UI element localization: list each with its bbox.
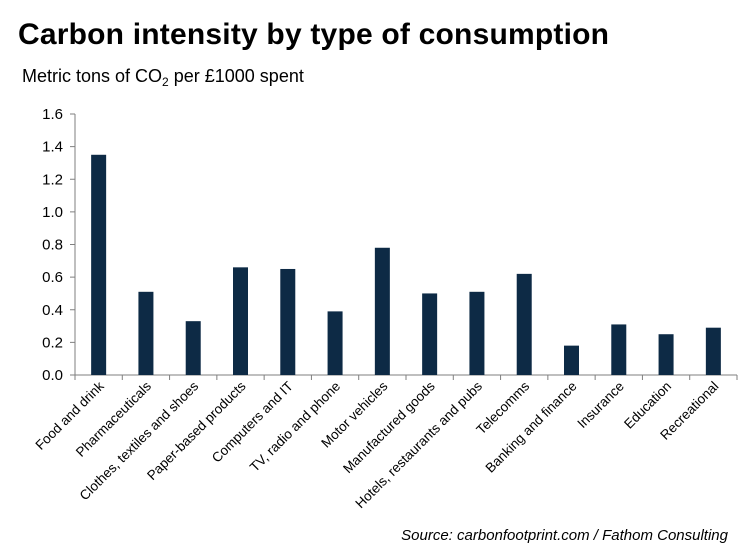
bar-9 — [469, 291, 485, 375]
x-tick-label: Banking and finance — [483, 379, 580, 476]
bar-13 — [658, 334, 674, 375]
bar-12 — [611, 324, 627, 375]
y-tick-label: 0.6 — [42, 269, 63, 286]
y-tick-label: 0.8 — [42, 237, 63, 254]
y-axis-label-post: per £1000 spent — [168, 66, 304, 86]
bar-7 — [374, 247, 390, 375]
y-tick-label: 1.0 — [42, 204, 63, 221]
bar-10 — [516, 273, 532, 375]
y-tick-label: 0.4 — [42, 302, 63, 319]
x-tick-label: TV, radio and phone — [247, 379, 343, 475]
y-axis-label-subscript: 2 — [162, 75, 169, 89]
bar-4 — [233, 267, 248, 375]
y-axis-label-pre: Metric tons of CO — [22, 66, 163, 86]
bar-11 — [564, 345, 579, 375]
x-tick-label: Insurance — [574, 379, 627, 432]
source-note: Source: carbonfootprint.com / Fathom Con… — [401, 527, 728, 544]
bar-2 — [138, 291, 154, 375]
bar-14 — [705, 327, 721, 375]
y-tick-label: 1.4 — [42, 139, 63, 156]
bar-8 — [422, 293, 438, 375]
y-tick-label: 0.2 — [42, 334, 63, 351]
x-tick-label: Manufactured goods — [340, 378, 438, 476]
x-tick-label: Computers and IT — [209, 379, 296, 466]
y-tick-label: 1.6 — [42, 106, 63, 123]
bar-3 — [185, 321, 201, 375]
chart-title: Carbon intensity by type of consumption — [18, 18, 610, 51]
bar-6 — [327, 311, 343, 375]
y-axis-label: Metric tons of CO2 per £1000 spent — [22, 66, 304, 89]
bar-5 — [280, 268, 296, 375]
y-tick-label: 1.2 — [42, 171, 63, 188]
y-tick-label: 0.0 — [42, 367, 63, 384]
bar-1 — [91, 154, 107, 375]
